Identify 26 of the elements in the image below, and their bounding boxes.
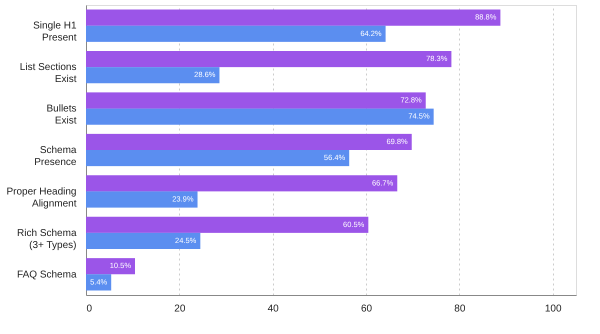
bar xyxy=(86,175,398,192)
y-tick-label: Proper Heading Alignment xyxy=(6,186,77,210)
x-tick-label: 0 xyxy=(86,304,92,314)
y-tick-label: Bullets Exist xyxy=(46,104,77,127)
x-tick-label: 40 xyxy=(268,304,280,314)
bar xyxy=(86,92,426,109)
y-tick-label: List Sections Exist xyxy=(20,62,77,86)
y-tick-label: Schema Presence xyxy=(34,145,77,168)
bar xyxy=(86,67,220,84)
bar xyxy=(86,150,350,166)
x-tick-label: 60 xyxy=(360,304,372,314)
y-tick-label: Rich Schema (3+ Types) xyxy=(17,228,77,251)
bar xyxy=(86,50,452,68)
x-tick-label: 20 xyxy=(174,304,186,314)
bar xyxy=(86,191,198,208)
bar xyxy=(86,232,200,250)
bar xyxy=(86,216,368,233)
bar xyxy=(86,134,412,150)
y-tick-label: Single H1 Present xyxy=(33,20,77,44)
bar xyxy=(86,10,500,26)
bar xyxy=(86,258,135,274)
x-tick-label: 80 xyxy=(454,304,466,314)
x-tick-label: 100 xyxy=(544,304,562,314)
y-tick-label: FAQ Schema xyxy=(17,269,77,280)
bar xyxy=(86,26,386,42)
bar xyxy=(86,108,434,125)
